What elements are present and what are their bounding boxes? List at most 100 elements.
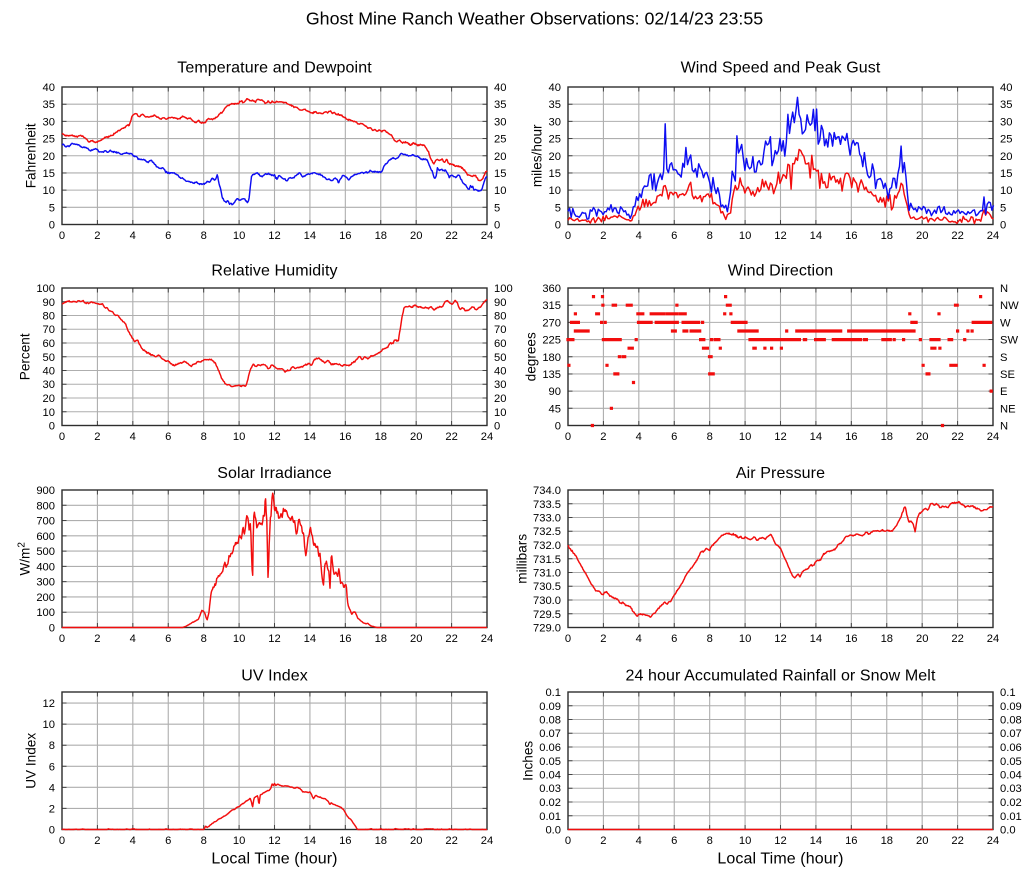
svg-text:0.09: 0.09 [539, 701, 561, 713]
svg-text:2: 2 [94, 633, 100, 645]
svg-text:25: 25 [494, 134, 506, 146]
svg-text:16: 16 [845, 633, 857, 645]
svg-text:0.04: 0.04 [539, 770, 561, 782]
svg-text:731.0: 731.0 [533, 568, 561, 580]
svg-text:35: 35 [43, 99, 55, 111]
svg-text:Ghost Mine Ranch Weather Obser: Ghost Mine Ranch Weather Observations: 0… [306, 9, 763, 29]
svg-text:Local Time (hour): Local Time (hour) [211, 851, 337, 868]
svg-text:0.07: 0.07 [1000, 728, 1022, 740]
svg-text:6: 6 [671, 633, 677, 645]
svg-text:6: 6 [49, 761, 55, 773]
svg-text:10: 10 [739, 835, 751, 847]
svg-text:Air Pressure: Air Pressure [736, 465, 825, 482]
svg-text:10: 10 [494, 185, 506, 197]
svg-text:729.0: 729.0 [533, 623, 561, 635]
svg-text:22: 22 [445, 835, 457, 847]
svg-text:0.03: 0.03 [539, 783, 561, 795]
svg-text:18: 18 [881, 835, 893, 847]
svg-text:Relative Humidity: Relative Humidity [211, 263, 337, 280]
svg-text:E: E [1000, 386, 1007, 398]
svg-text:14: 14 [304, 230, 316, 242]
svg-text:30: 30 [1000, 116, 1012, 128]
svg-text:22: 22 [445, 633, 457, 645]
svg-text:16: 16 [339, 835, 351, 847]
svg-text:0.02: 0.02 [539, 797, 561, 809]
svg-text:24: 24 [987, 835, 999, 847]
svg-text:0: 0 [59, 230, 65, 242]
svg-text:20: 20 [494, 151, 506, 163]
svg-text:6: 6 [165, 230, 171, 242]
svg-text:Solar Irradiance: Solar Irradiance [217, 465, 332, 482]
svg-text:0: 0 [59, 633, 65, 645]
svg-text:15: 15 [43, 168, 55, 180]
svg-text:10: 10 [43, 719, 55, 731]
svg-text:0.0: 0.0 [1000, 825, 1016, 837]
svg-text:70: 70 [43, 324, 55, 336]
svg-text:25: 25 [1000, 134, 1012, 146]
svg-text:30: 30 [43, 116, 55, 128]
svg-text:Wind Direction: Wind Direction [728, 263, 833, 280]
svg-text:360: 360 [542, 283, 561, 295]
svg-text:12: 12 [268, 431, 280, 443]
svg-text:0.03: 0.03 [1000, 783, 1022, 795]
svg-text:NW: NW [1000, 300, 1019, 312]
svg-text:12: 12 [774, 431, 786, 443]
svg-text:14: 14 [304, 835, 316, 847]
svg-text:14: 14 [304, 431, 316, 443]
svg-text:10: 10 [233, 633, 245, 645]
svg-text:8: 8 [201, 835, 207, 847]
svg-text:22: 22 [951, 230, 963, 242]
svg-text:6: 6 [671, 230, 677, 242]
svg-text:10: 10 [1000, 185, 1012, 197]
svg-text:12: 12 [774, 633, 786, 645]
svg-text:0: 0 [555, 220, 561, 232]
svg-text:Inches: Inches [521, 741, 536, 781]
svg-text:14: 14 [810, 431, 822, 443]
svg-text:270: 270 [542, 317, 561, 329]
svg-text:80: 80 [494, 311, 506, 323]
svg-text:Fahrenheit: Fahrenheit [24, 123, 39, 188]
svg-text:24: 24 [481, 835, 493, 847]
svg-text:22: 22 [951, 835, 963, 847]
svg-text:0: 0 [49, 421, 55, 433]
svg-text:12: 12 [774, 835, 786, 847]
svg-text:35: 35 [494, 99, 506, 111]
svg-text:UV Index: UV Index [241, 668, 308, 685]
svg-text:18: 18 [881, 633, 893, 645]
svg-text:4: 4 [130, 835, 136, 847]
svg-text:10: 10 [43, 185, 55, 197]
svg-text:0.1: 0.1 [1000, 687, 1016, 699]
svg-text:22: 22 [445, 230, 457, 242]
svg-text:Temperature and Dewpoint: Temperature and Dewpoint [177, 60, 372, 77]
svg-text:50: 50 [43, 352, 55, 364]
svg-text:700: 700 [36, 516, 55, 528]
svg-text:300: 300 [36, 577, 55, 589]
svg-text:730.5: 730.5 [533, 581, 561, 593]
svg-text:30: 30 [494, 116, 506, 128]
svg-text:22: 22 [445, 431, 457, 443]
svg-text:16: 16 [845, 835, 857, 847]
svg-text:20: 20 [916, 633, 928, 645]
svg-text:70: 70 [494, 324, 506, 336]
svg-text:30: 30 [494, 379, 506, 391]
svg-text:20: 20 [410, 835, 422, 847]
svg-text:SE: SE [1000, 369, 1015, 381]
svg-text:2: 2 [600, 230, 606, 242]
svg-text:40: 40 [43, 366, 55, 378]
svg-text:0.01: 0.01 [1000, 811, 1022, 823]
svg-text:20: 20 [916, 835, 928, 847]
svg-text:20: 20 [1000, 151, 1012, 163]
svg-text:0: 0 [565, 230, 571, 242]
svg-text:2: 2 [94, 230, 100, 242]
svg-text:0.0: 0.0 [545, 825, 561, 837]
svg-text:800: 800 [36, 500, 55, 512]
svg-text:8: 8 [201, 230, 207, 242]
svg-text:40: 40 [494, 82, 506, 94]
svg-text:0: 0 [49, 220, 55, 232]
svg-text:24: 24 [987, 230, 999, 242]
svg-text:12: 12 [268, 835, 280, 847]
svg-text:12: 12 [774, 230, 786, 242]
svg-text:2: 2 [600, 431, 606, 443]
svg-text:0: 0 [494, 421, 500, 433]
svg-text:0.06: 0.06 [1000, 742, 1022, 754]
